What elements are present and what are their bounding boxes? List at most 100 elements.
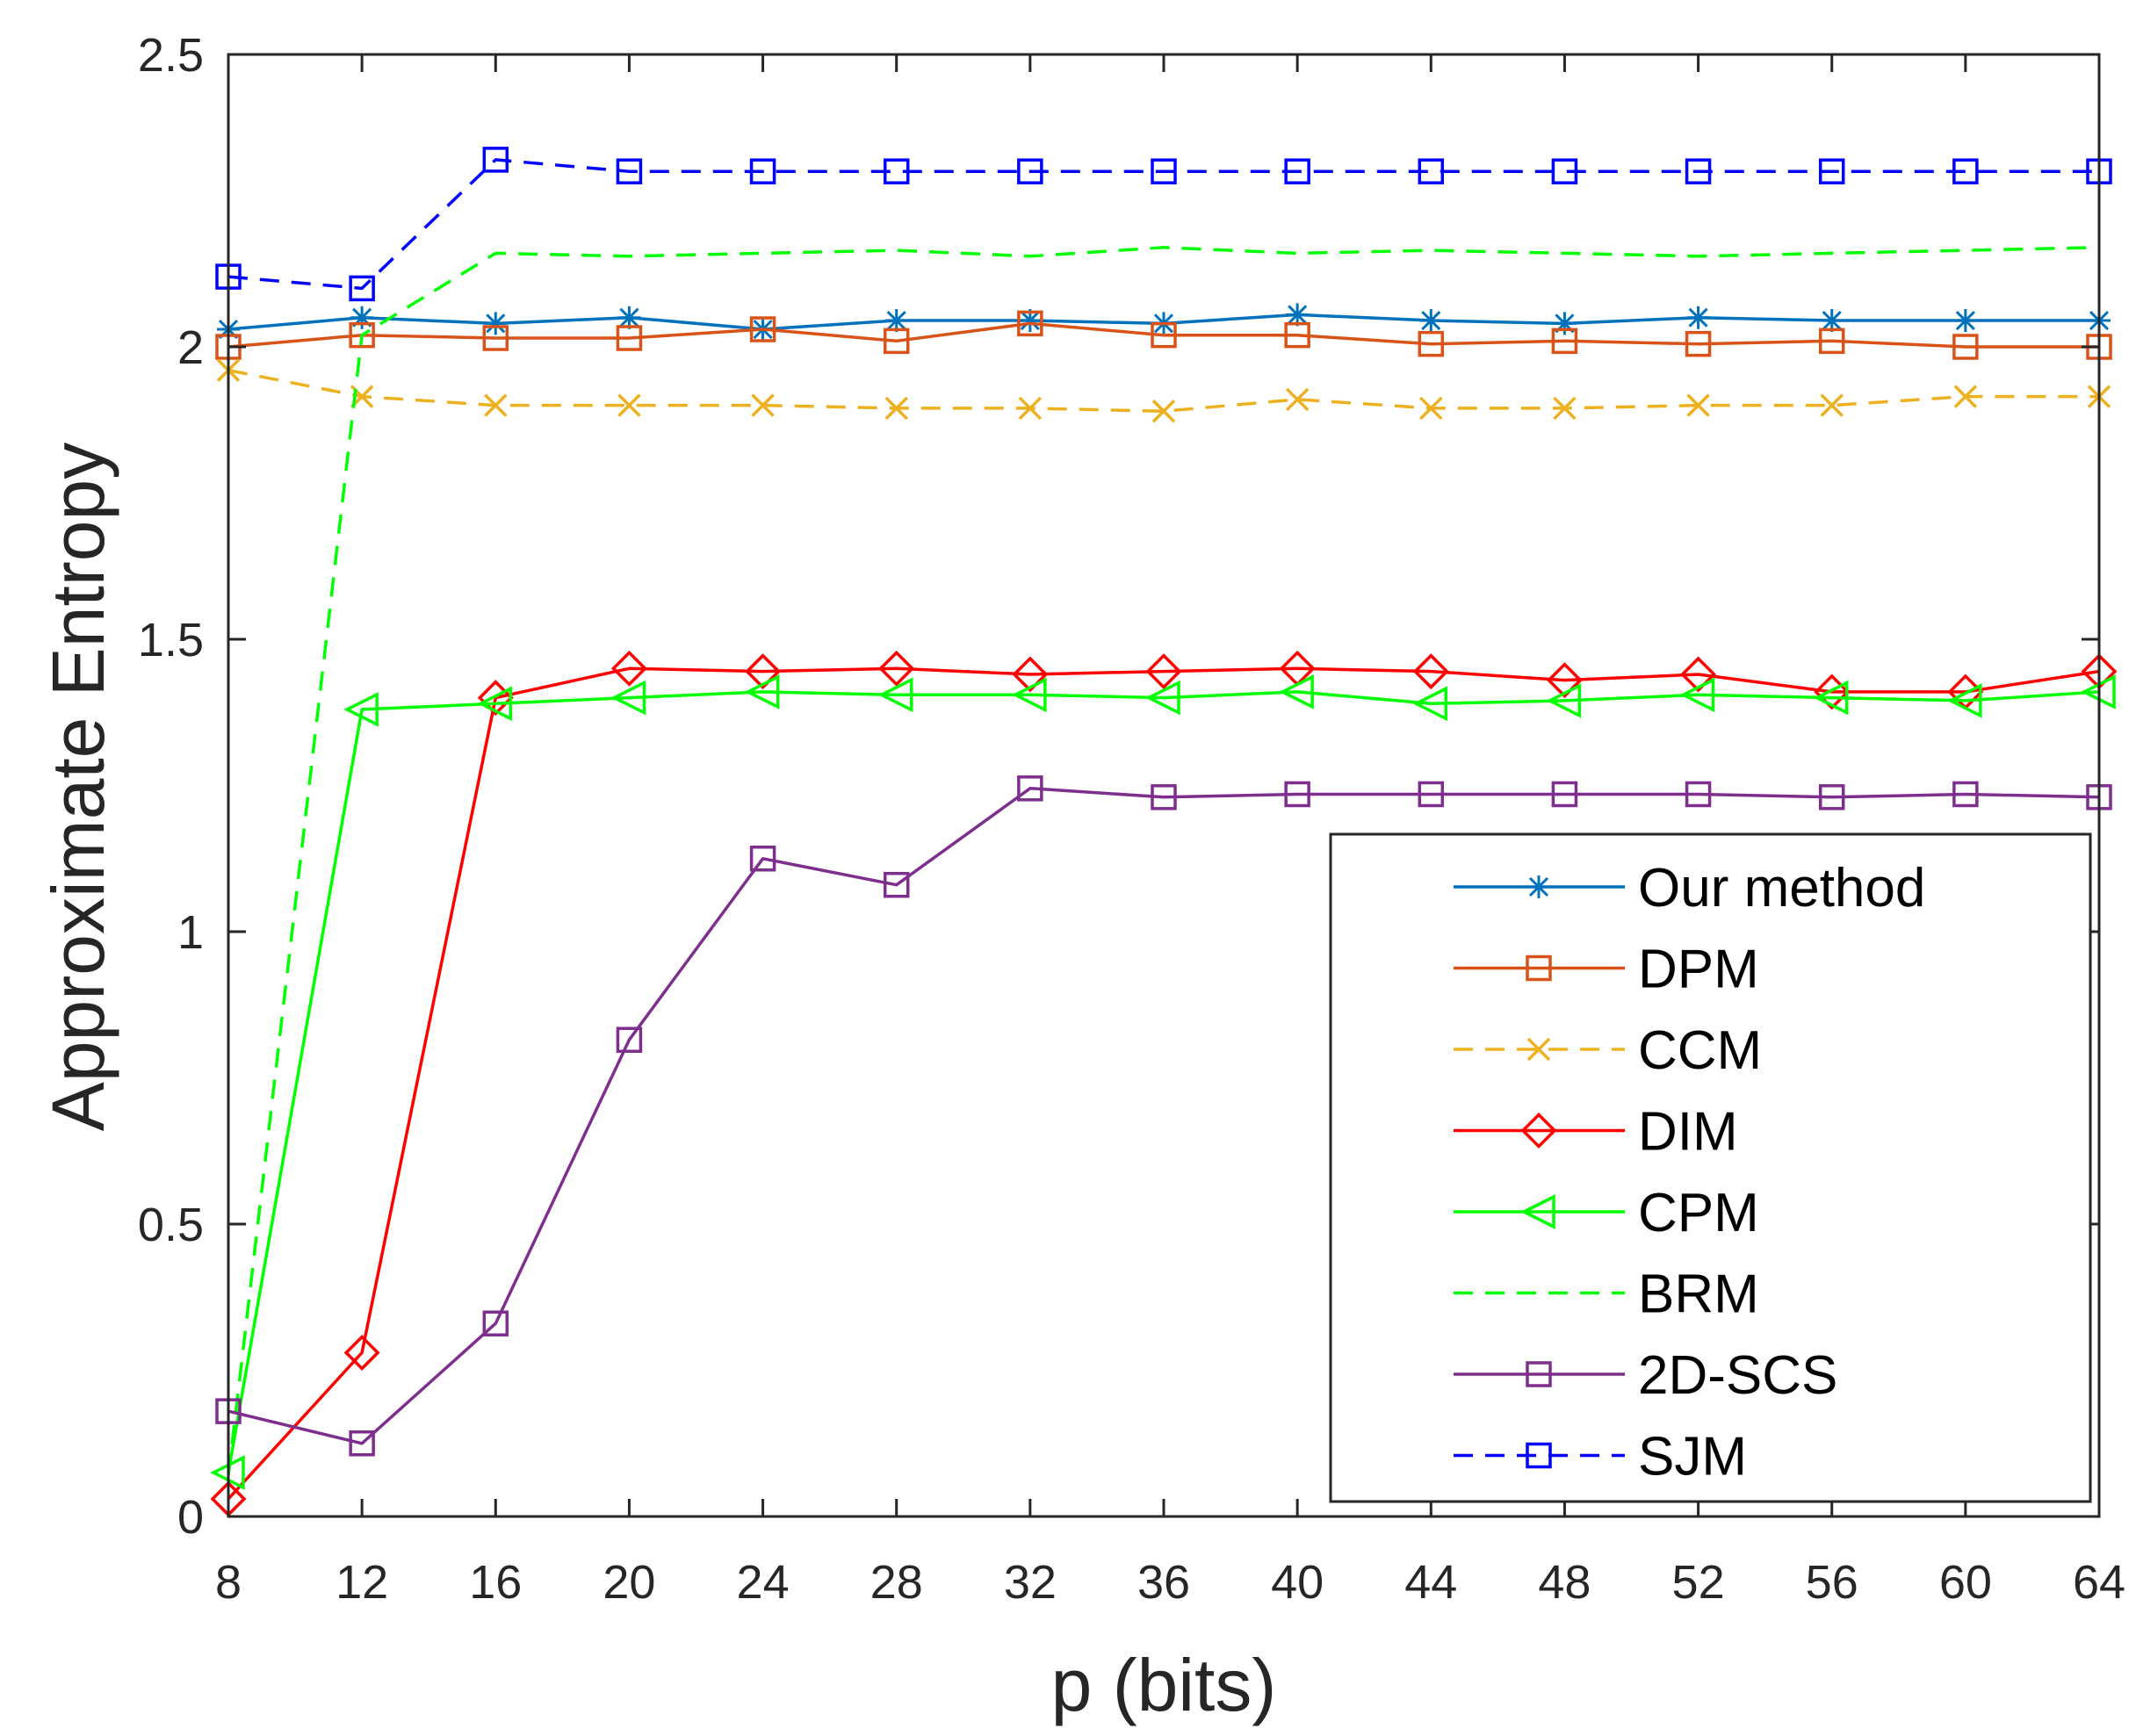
series-2d-scs <box>215 775 2112 1457</box>
y-tick-label: 1.5 <box>138 614 204 666</box>
data-point-2d-scs <box>482 1310 509 1336</box>
legend-label-brm: BRM <box>1638 1264 1759 1325</box>
data-point-dim <box>343 1335 380 1371</box>
data-point-ccm <box>884 396 908 421</box>
legend: Our method DPM CCM DIM CPM BRM 2D-SCS SJM <box>1329 832 2092 1503</box>
legend-marker-dpm <box>1526 954 1552 982</box>
data-point-cpm <box>744 674 780 710</box>
x-tick-label: 20 <box>603 1556 655 1609</box>
data-point-sjm <box>749 158 776 184</box>
x-tick-label: 40 <box>1271 1556 1324 1609</box>
series-cpm <box>210 674 2116 1490</box>
data-point-sjm <box>482 147 509 173</box>
legend-label-our-method: Our method <box>1638 858 1925 918</box>
data-point-2d-scs <box>1284 781 1310 808</box>
data-point-2d-scs <box>749 846 776 872</box>
data-point-ccm <box>1953 385 1978 408</box>
data-point-dim <box>878 650 915 687</box>
data-point-dpm <box>1284 321 1310 349</box>
data-point-cpm <box>877 677 913 713</box>
series-line-sjm <box>227 158 2099 291</box>
legend-marker-our-method <box>1527 875 1550 898</box>
y-tick-label: 2 <box>177 321 204 374</box>
x-tick-label: 8 <box>215 1556 242 1609</box>
series-layer <box>210 147 2118 1517</box>
data-point-sjm <box>1818 158 1845 184</box>
data-point-our-method <box>350 306 374 329</box>
y-tick-label: 2.5 <box>138 29 204 82</box>
x-tick-label: 12 <box>336 1556 388 1609</box>
data-point-dim <box>1145 653 1182 690</box>
x-tick-label: 64 <box>2073 1556 2125 1609</box>
data-point-cpm <box>1145 680 1180 716</box>
data-point-dim <box>1412 653 1449 690</box>
data-point-dim <box>1012 656 1049 693</box>
x-tick-label: 60 <box>1939 1556 1992 1609</box>
data-point-dpm <box>1017 310 1043 337</box>
data-point-cpm <box>1813 680 1849 716</box>
y-tick-label: 0 <box>177 1491 204 1544</box>
data-point-dim <box>745 653 782 690</box>
data-point-cpm <box>1946 683 1982 718</box>
x-tick-label: 52 <box>1672 1556 1725 1609</box>
data-point-our-method <box>1553 312 1577 335</box>
x-tick-label: 28 <box>870 1556 923 1609</box>
data-point-cpm <box>1011 677 1047 713</box>
series-brm <box>227 246 2100 1476</box>
data-point-sjm <box>1284 158 1310 184</box>
legend-label-cpm: CPM <box>1638 1183 1759 1243</box>
data-point-cpm <box>343 692 379 727</box>
series-line-brm <box>227 246 2100 1476</box>
data-point-cpm <box>610 680 646 716</box>
data-point-our-method <box>617 306 641 329</box>
data-point-ccm <box>1686 393 1710 417</box>
legend-marker-sjm <box>1526 1442 1552 1469</box>
x-tick-label: 16 <box>469 1556 522 1609</box>
data-point-2d-scs <box>349 1430 375 1457</box>
legend-marker-2d-scs <box>1526 1361 1552 1387</box>
data-point-our-method <box>884 309 908 333</box>
data-point-dpm <box>1551 328 1578 355</box>
data-point-sjm <box>1685 158 1712 184</box>
legend-box <box>1329 832 2092 1503</box>
legend-marker-dim <box>1520 1113 1557 1149</box>
data-point-sjm <box>1952 158 1979 184</box>
y-tick-label: 0.5 <box>138 1199 204 1251</box>
data-point-cpm <box>1679 677 1715 713</box>
data-point-ccm <box>1820 393 1844 417</box>
data-point-ccm <box>1419 396 1443 421</box>
data-point-cpm <box>1546 683 1582 718</box>
data-point-cpm <box>477 686 513 722</box>
data-point-dpm <box>1685 330 1712 357</box>
data-point-2d-scs <box>616 1026 643 1053</box>
legend-label-ccm: CCM <box>1638 1020 1762 1081</box>
x-tick-label: 56 <box>1806 1556 1858 1609</box>
data-point-2d-scs <box>1151 784 1177 810</box>
data-point-dpm <box>1418 330 1445 357</box>
data-point-sjm <box>1017 158 1043 184</box>
x-tick-label: 44 <box>1404 1556 1457 1609</box>
x-axis-title: p (bits) <box>1051 1644 1277 1726</box>
data-point-2d-scs <box>1017 775 1043 802</box>
data-point-ccm <box>751 393 775 417</box>
data-point-sjm <box>349 275 375 302</box>
x-tick-label: 24 <box>737 1556 790 1609</box>
data-point-our-method <box>1018 309 1042 333</box>
data-point-dim <box>610 650 647 687</box>
data-point-dpm <box>482 325 509 351</box>
data-point-2d-scs <box>1418 781 1445 808</box>
data-point-sjm <box>1151 158 1177 184</box>
data-point-dpm <box>1818 328 1845 355</box>
data-point-cpm <box>1279 674 1314 710</box>
data-point-dpm <box>883 328 910 355</box>
data-point-dim <box>1546 662 1583 699</box>
series-line-dim <box>227 666 2100 1501</box>
data-point-sjm <box>616 158 643 184</box>
series-line-cpm <box>227 690 2100 1473</box>
data-point-ccm <box>484 393 508 417</box>
series-sjm <box>215 147 2112 302</box>
legend-marker-ccm <box>1526 1037 1551 1062</box>
data-point-ccm <box>1018 396 1043 421</box>
data-point-dpm <box>749 316 776 342</box>
